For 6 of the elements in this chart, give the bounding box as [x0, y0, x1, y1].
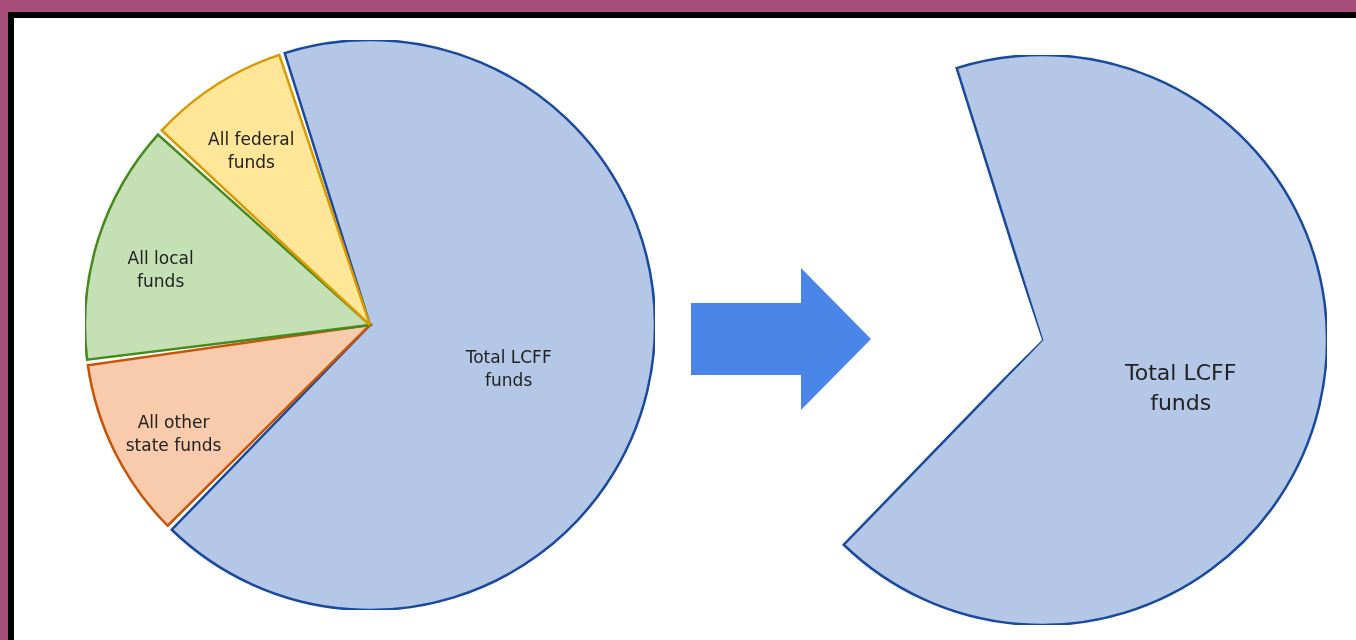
slice-label: Total LCFF funds	[1124, 359, 1237, 415]
slice-label: All federal funds	[208, 129, 295, 173]
slice-label: Total LCFF funds	[464, 346, 552, 390]
pie-slice	[85, 133, 372, 361]
slice-label: All local funds	[127, 248, 194, 292]
slice-label: All other state funds	[125, 411, 222, 455]
